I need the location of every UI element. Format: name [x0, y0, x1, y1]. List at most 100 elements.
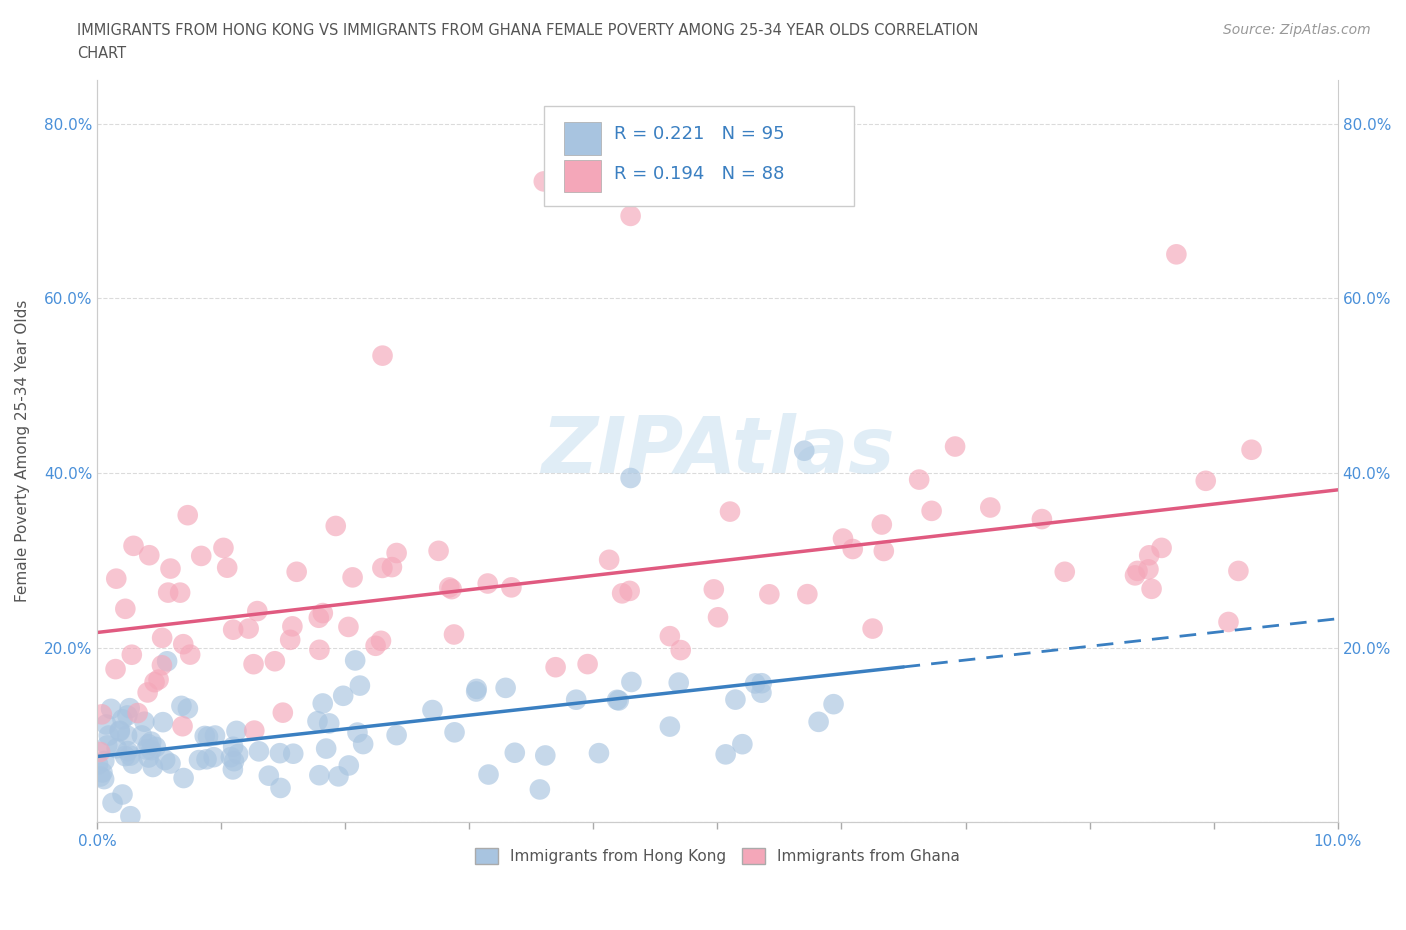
Point	[190, 549, 212, 564]
Point	[443, 627, 465, 642]
Point	[278, 632, 301, 647]
Point	[170, 698, 193, 713]
Point	[308, 768, 330, 783]
Point	[222, 753, 245, 768]
Point	[758, 587, 780, 602]
Point	[908, 472, 931, 487]
Point	[371, 561, 394, 576]
Point	[832, 531, 855, 546]
Point	[138, 548, 160, 563]
Point	[159, 756, 181, 771]
Text: Source: ZipAtlas.com: Source: ZipAtlas.com	[1223, 23, 1371, 37]
Point	[1123, 568, 1146, 583]
Point	[135, 742, 157, 757]
Point	[744, 676, 766, 691]
Point	[422, 702, 444, 717]
Point	[179, 647, 201, 662]
Point	[143, 674, 166, 689]
Point	[1240, 443, 1263, 458]
Point	[707, 610, 730, 625]
Point	[93, 753, 115, 768]
Point	[588, 746, 610, 761]
Text: R = 0.221   N = 95: R = 0.221 N = 95	[614, 125, 785, 142]
Point	[225, 724, 247, 738]
Point	[150, 631, 173, 645]
Point	[943, 439, 966, 454]
Point	[312, 605, 335, 620]
Point	[312, 696, 335, 711]
Point	[841, 541, 863, 556]
Point	[121, 647, 143, 662]
Point	[141, 734, 163, 749]
Point	[127, 706, 149, 721]
Point	[96, 738, 118, 753]
Point	[565, 692, 588, 707]
Point	[145, 739, 167, 754]
Point	[1227, 564, 1250, 578]
Point	[177, 508, 200, 523]
Point	[1195, 473, 1218, 488]
Point	[108, 724, 131, 738]
Point	[172, 719, 194, 734]
Point	[202, 750, 225, 764]
Point	[610, 586, 633, 601]
Point	[89, 745, 111, 760]
Point	[427, 543, 450, 558]
Point	[169, 585, 191, 600]
Point	[1166, 246, 1188, 261]
Point	[1150, 540, 1173, 555]
Point	[87, 757, 110, 772]
Point	[217, 560, 239, 575]
Point	[197, 729, 219, 744]
Point	[246, 604, 269, 618]
Point	[337, 619, 360, 634]
Point	[807, 714, 830, 729]
Point	[117, 708, 139, 723]
Point	[114, 749, 136, 764]
Point	[607, 693, 630, 708]
Point	[152, 715, 174, 730]
Point	[281, 619, 304, 634]
Point	[308, 610, 330, 625]
Point	[142, 760, 165, 775]
Point	[751, 685, 773, 700]
Point	[534, 748, 557, 763]
Point	[212, 540, 235, 555]
Point	[349, 678, 371, 693]
FancyBboxPatch shape	[564, 160, 600, 193]
Point	[96, 717, 118, 732]
Point	[134, 714, 156, 729]
Point	[120, 809, 142, 824]
Point	[263, 654, 285, 669]
Point	[173, 771, 195, 786]
Point	[195, 751, 218, 766]
Point	[118, 700, 141, 715]
Point	[108, 724, 131, 739]
Point	[307, 713, 329, 728]
Text: ZIPAtlas: ZIPAtlas	[541, 413, 894, 489]
Point	[337, 758, 360, 773]
Point	[501, 580, 523, 595]
Legend: Immigrants from Hong Kong, Immigrants from Ghana: Immigrants from Hong Kong, Immigrants fr…	[470, 843, 966, 870]
Point	[352, 737, 374, 751]
Point	[141, 743, 163, 758]
Point	[93, 772, 115, 787]
Point	[243, 724, 266, 738]
Point	[620, 471, 643, 485]
Point	[156, 654, 179, 669]
Point	[620, 208, 643, 223]
Point	[620, 674, 643, 689]
Point	[823, 697, 845, 711]
Point	[148, 672, 170, 687]
Point	[385, 546, 408, 561]
Point	[477, 576, 499, 591]
Point	[285, 565, 308, 579]
Point	[669, 643, 692, 658]
Point	[159, 561, 181, 576]
Point	[194, 728, 217, 743]
Point	[120, 749, 142, 764]
Point	[364, 638, 387, 653]
Point	[101, 795, 124, 810]
Point	[114, 602, 136, 617]
Point	[703, 582, 725, 597]
